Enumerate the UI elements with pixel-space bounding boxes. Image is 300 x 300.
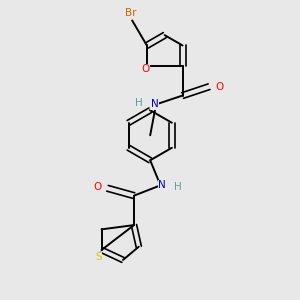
Text: O: O bbox=[215, 82, 223, 92]
Text: H: H bbox=[134, 98, 142, 108]
Text: N: N bbox=[158, 180, 166, 190]
Text: N: N bbox=[151, 99, 158, 110]
Text: S: S bbox=[95, 252, 102, 262]
Text: Br: Br bbox=[125, 8, 136, 18]
Text: O: O bbox=[141, 64, 149, 74]
Text: O: O bbox=[93, 182, 101, 192]
Text: H: H bbox=[174, 182, 182, 192]
